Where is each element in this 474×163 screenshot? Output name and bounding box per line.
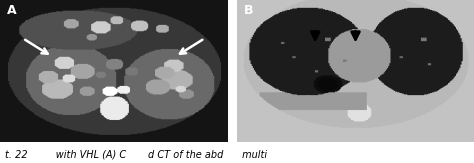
Text: B: B bbox=[244, 4, 254, 17]
Text: t. 22         with VHL (A) C       d CT of the abd      multi: t. 22 with VHL (A) C d CT of the abd mul… bbox=[5, 150, 267, 160]
Text: A: A bbox=[7, 4, 17, 17]
